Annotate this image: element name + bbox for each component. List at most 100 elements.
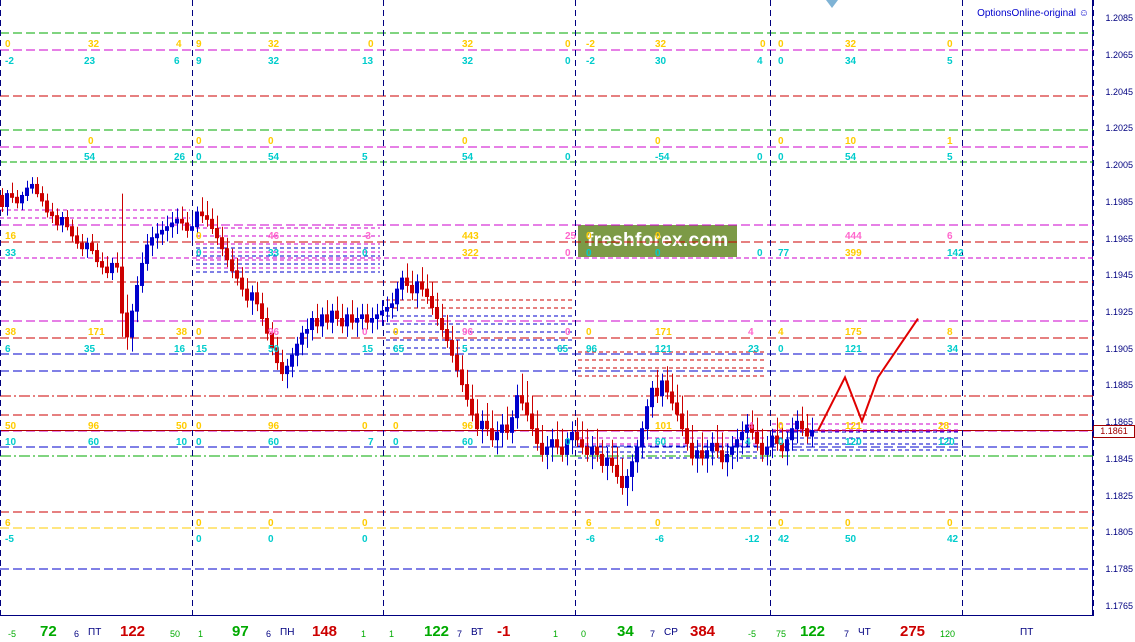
level-label: 6 xyxy=(586,518,592,529)
level-label: 7 xyxy=(368,437,374,448)
level-label: 120 xyxy=(938,437,955,448)
level-label: 0 xyxy=(393,327,399,338)
level-label: 9 xyxy=(196,39,202,50)
level-label: 10 xyxy=(845,136,857,147)
level-label: 0 xyxy=(362,518,368,529)
price-tick: 1.1805 xyxy=(1105,527,1133,538)
level-label: 0 xyxy=(5,39,11,50)
session-close-value: 122 xyxy=(120,623,146,640)
level-label: 0 xyxy=(88,136,94,147)
level-label: 121 xyxy=(655,344,672,355)
session-open-value: 97 xyxy=(232,623,249,640)
level-label: 46 xyxy=(268,231,280,242)
session-day-label: ВТ xyxy=(471,627,484,638)
level-label: 0 xyxy=(362,421,368,432)
level-label: 77 xyxy=(778,248,790,259)
session-sub-value: 7 xyxy=(457,629,463,639)
level-label: 60 xyxy=(655,437,667,448)
level-label: 5 xyxy=(947,56,953,67)
level-label: 0 xyxy=(778,437,784,448)
level-label: 0 xyxy=(778,421,784,432)
level-label: 32 xyxy=(88,39,100,50)
level-label: 23 xyxy=(84,56,96,67)
session-left-small-value: -5 xyxy=(8,629,17,639)
level-label: 35 xyxy=(84,344,96,355)
level-label: 0 xyxy=(757,248,763,259)
level-label: 6 xyxy=(5,518,11,529)
level-label: 34 xyxy=(845,56,857,67)
level-label: 25 xyxy=(565,231,577,242)
level-label: 42 xyxy=(778,534,790,545)
level-label: 38 xyxy=(176,327,188,338)
level-label: 54 xyxy=(84,152,96,163)
price-tick: 1.1765 xyxy=(1105,600,1133,611)
price-tick: 1.1965 xyxy=(1105,233,1133,244)
level-label: 0 xyxy=(586,248,592,259)
level-label: 96 xyxy=(462,421,474,432)
level-label: 0 xyxy=(462,136,468,147)
session-right-small-value: 1 xyxy=(553,629,559,639)
level-label: 50 xyxy=(5,421,17,432)
level-label: 121 xyxy=(845,344,862,355)
level-label: 4 xyxy=(745,437,751,448)
level-label: 42 xyxy=(947,534,959,545)
level-label: 0 xyxy=(196,421,202,432)
level-label: 54 xyxy=(268,152,280,163)
level-label: 1 xyxy=(947,136,953,147)
level-label: 0 xyxy=(757,152,763,163)
level-label: 38 xyxy=(5,327,17,338)
level-label: 96 xyxy=(462,327,474,338)
level-label: 32 xyxy=(655,39,667,50)
price-tick: 1.1945 xyxy=(1105,270,1133,281)
price-tick: 1.1905 xyxy=(1105,343,1133,354)
level-label: 32 xyxy=(462,39,474,50)
session-sub-value: 7 xyxy=(650,629,656,639)
level-label: 50 xyxy=(176,421,188,432)
level-label: 6 xyxy=(5,344,11,355)
level-label: -5 xyxy=(5,534,14,545)
level-label: 0 xyxy=(362,534,368,545)
level-label: 0 xyxy=(565,56,571,67)
level-label: 15 xyxy=(362,344,374,355)
level-label: 0 xyxy=(393,421,399,432)
level-label: 4 xyxy=(748,421,754,432)
level-label: 13 xyxy=(362,56,374,67)
level-label: 96 xyxy=(268,421,280,432)
level-label: 0 xyxy=(196,231,202,242)
level-label: 60 xyxy=(268,437,280,448)
level-label: 15 xyxy=(196,344,208,355)
level-label: -6 xyxy=(586,534,595,545)
level-label: 171 xyxy=(655,327,672,338)
level-label: 444 xyxy=(845,231,862,242)
level-label: 33 xyxy=(5,248,17,259)
level-label: 121 xyxy=(845,421,862,432)
session-summary-bar: ПТ 72 122 -5 50 6 ПН 97 148 1 1 6 ВТ 122 -1 1 1 7 СР 34 384 0… xyxy=(0,615,1093,642)
level-label: 60 xyxy=(88,437,100,448)
session-close-value: 148 xyxy=(312,623,338,640)
price-tick: 1.2045 xyxy=(1105,86,1133,97)
level-label: 0 xyxy=(565,248,571,259)
price-tick: 1.2005 xyxy=(1105,160,1133,171)
session-open-value: 34 xyxy=(617,623,634,640)
session-left-small-value: 0 xyxy=(581,629,587,639)
price-tick: 1.1845 xyxy=(1105,453,1133,464)
level-label: 0 xyxy=(778,136,784,147)
level-label: 0 xyxy=(268,136,274,147)
session-sub-value: 6 xyxy=(266,629,272,639)
price-tick: 1.2085 xyxy=(1105,13,1133,24)
level-label: 8 xyxy=(947,327,953,338)
level-label: 0 xyxy=(565,437,571,448)
level-label: 50 xyxy=(268,344,280,355)
session-day-label: ПН xyxy=(280,627,295,638)
level-label: 5 xyxy=(947,152,953,163)
level-label: 30 xyxy=(655,56,667,67)
level-label: 175 xyxy=(845,327,862,338)
level-label: 34 xyxy=(947,344,959,355)
level-label: 0 xyxy=(196,327,202,338)
level-label: 0 xyxy=(778,39,784,50)
level-label: 0 xyxy=(362,327,368,338)
session-close-value: -1 xyxy=(497,623,511,640)
level-label: 0 xyxy=(655,136,661,147)
level-label: -2 xyxy=(586,56,595,67)
